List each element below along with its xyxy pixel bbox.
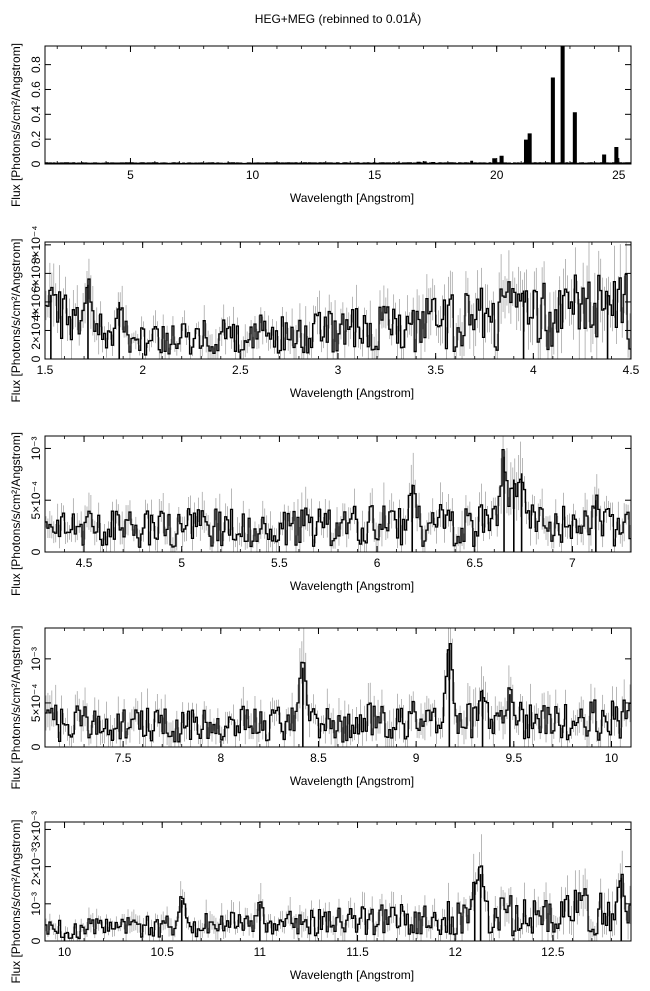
y-axis-label: Flux [Photons/s/cm²/Angstrom] (9, 43, 23, 207)
x-axis-label: Wavelength [Angstrom] (290, 579, 414, 593)
spectrum-panel-4: 7.5 8 8.5 9 9.5 10 0 5×10⁻⁴ 10⁻³ Wavelength [Angs… (9, 625, 632, 790)
x-tick-label: 10 (246, 168, 260, 182)
y-tick-label: 0 (29, 743, 43, 750)
x-tick-label: 12.5 (541, 945, 565, 959)
x-tick-label: 9 (413, 751, 420, 765)
y-axis-label: Flux [Photons/s/cm²/Angstrom] (9, 819, 23, 983)
x-tick-label: 9.5 (505, 751, 522, 765)
x-tick-label: 6.5 (466, 556, 483, 570)
x-tick-label: 4 (530, 363, 537, 377)
x-tick-label: 7 (569, 556, 576, 570)
y-tick-label: 0.4 (29, 106, 43, 123)
x-tick-label: 5.5 (271, 556, 288, 570)
y-axis-label: Flux [Photons/s/cm²/Angstrom] (9, 238, 23, 402)
y-tick-label: 0 (29, 355, 43, 362)
x-axis-label: Wavelength [Angstrom] (290, 191, 414, 205)
y-tick-label: 0.6 (29, 81, 43, 98)
x-axis-label: Wavelength [Angstrom] (290, 774, 414, 788)
y-tick-label: 0 (29, 937, 43, 944)
x-tick-label: 7.5 (115, 751, 132, 765)
spectrum-panel-3: 4.5 5 5.5 6 6.5 7 0 5×10⁻⁴ 10⁻³ Wavelength [Angst… (9, 432, 632, 596)
x-tick-label: 25 (612, 168, 626, 182)
y-tick-label: 6×10⁻⁴ (29, 254, 43, 293)
spectrum-panel-2: 1.5 2 2.5 3 3.5 4 4.5 0 2×10⁻⁴4×10⁻⁴6×10⁻⁴8×10⁻⁴… (9, 226, 640, 403)
y-tick-label: 2×10⁻³ (29, 848, 43, 885)
x-tick-label: 8 (217, 751, 224, 765)
x-tick-label: 4.5 (623, 363, 640, 377)
x-tick-label: 3.5 (427, 363, 444, 377)
plot-frame (44, 45, 632, 165)
spectrum-step-line (45, 865, 631, 940)
x-tick-label: 10 (605, 751, 619, 765)
y-tick-label: 10⁻³ (29, 892, 43, 916)
x-tick-label: 10.5 (151, 945, 175, 959)
y-tick-label: 5×10⁻⁴ (29, 481, 43, 520)
y-tick-label: 8×10⁻⁴ (29, 226, 43, 265)
x-axis-label: Wavelength [Angstrom] (290, 386, 414, 400)
x-tick-label: 3 (335, 363, 342, 377)
x-axis-label: Wavelength [Angstrom] (290, 968, 414, 982)
x-tick-label: 6 (374, 556, 381, 570)
spectrum-panel-5: 10 10.5 11 11.5 12 12.5 0 10⁻³ 2×10⁻³3×10⁻³ Wavel… (9, 811, 632, 984)
x-tick-label: 11.5 (346, 945, 369, 959)
y-tick-label: 4×10⁻⁴ (29, 283, 43, 322)
x-tick-label: 10 (58, 945, 72, 959)
x-tick-label: 2.5 (232, 363, 249, 377)
x-tick-label: 20 (490, 168, 504, 182)
x-tick-label: 8.5 (310, 751, 327, 765)
x-tick-label: 1.5 (37, 363, 54, 377)
spectrum-step-line (45, 273, 631, 356)
spectrum-step-line (45, 448, 631, 548)
x-tick-label: 5 (178, 556, 185, 570)
x-tick-label: 11 (254, 945, 267, 959)
y-axis-label: Flux [Photons/s/cm²/Angstrom] (9, 625, 23, 789)
y-tick-label: 5×10⁻⁴ (29, 684, 43, 723)
y-tick-label: 10⁻³ (29, 647, 43, 671)
y-tick-label: 0 (29, 160, 43, 167)
y-tick-label: 0.2 (29, 131, 43, 148)
x-tick-label: 12 (449, 945, 463, 959)
y-axis-label: Flux [Photons/s/cm²/Angstrom] (9, 432, 23, 596)
y-tick-label: 2×10⁻⁴ (29, 311, 43, 350)
x-tick-label: 5 (127, 168, 134, 182)
spectrum-step-line (45, 643, 631, 743)
y-tick-label: 0 (29, 548, 43, 555)
spectrum-step-line (45, 46, 631, 165)
y-tick-label: 10⁻³ (29, 437, 43, 461)
y-tick-label: 0.8 (29, 56, 43, 73)
spectrum-panel-1: 5 10 15 20 25 0 0.2 0.4 0.6 0.8 Wavelength [Angstr… (9, 43, 632, 207)
x-tick-label: 2 (139, 363, 146, 377)
y-tick-label: 3×10⁻³ (29, 811, 43, 848)
x-tick-label: 4.5 (76, 556, 93, 570)
figure-title: HEG+MEG (rebinned to 0.01Å) (255, 11, 421, 26)
x-tick-label: 15 (368, 168, 382, 182)
